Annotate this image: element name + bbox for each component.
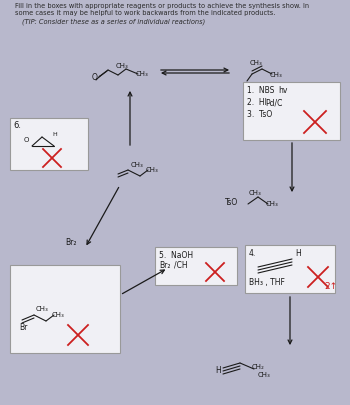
- Text: 6.: 6.: [13, 121, 21, 130]
- Text: Br₂: Br₂: [159, 261, 170, 270]
- Text: CH₂: CH₂: [252, 364, 265, 370]
- Text: 3.  TsO: 3. TsO: [247, 110, 272, 119]
- Text: 4.: 4.: [249, 249, 256, 258]
- Text: Fill in the boxes with appropriate reagents or products to achieve the synthesis: Fill in the boxes with appropriate reage…: [15, 3, 309, 9]
- Bar: [10, 118, 88, 170]
- Text: CH₃: CH₃: [270, 72, 283, 78]
- Text: 5.  NaOH: 5. NaOH: [159, 251, 193, 260]
- Text: some cases it may be helpful to work backwards from the indicated products.: some cases it may be helpful to work bac…: [15, 10, 275, 16]
- Text: 2.  HI: 2. HI: [247, 98, 267, 107]
- Bar: [10, 265, 120, 353]
- Text: BH₃ , THF: BH₃ , THF: [249, 278, 285, 287]
- Text: CH₃: CH₃: [131, 162, 144, 168]
- Text: /CH: /CH: [174, 261, 188, 270]
- Text: Br: Br: [19, 323, 27, 332]
- Text: CH₃: CH₃: [266, 201, 279, 207]
- Text: H: H: [295, 249, 301, 258]
- Text: (TIP: Consider these as a series of individual reactions): (TIP: Consider these as a series of indi…: [22, 18, 205, 25]
- Text: Br₂: Br₂: [65, 238, 77, 247]
- Text: O: O: [23, 137, 29, 143]
- Text: CH₃: CH₃: [248, 190, 261, 196]
- Text: H: H: [52, 132, 57, 136]
- Text: 2↑: 2↑: [324, 282, 337, 291]
- Bar: [245, 245, 335, 293]
- Bar: [243, 82, 340, 140]
- Text: O: O: [92, 73, 98, 83]
- Text: hv: hv: [278, 86, 287, 95]
- Text: CH₃: CH₃: [52, 312, 65, 318]
- Text: H: H: [215, 366, 221, 375]
- Text: CH₃: CH₃: [250, 60, 262, 66]
- Text: CH₃: CH₃: [36, 306, 48, 312]
- Text: CH₃: CH₃: [136, 71, 149, 77]
- Text: 1.  NBS: 1. NBS: [247, 86, 274, 95]
- Bar: [155, 247, 237, 285]
- Text: CH₃: CH₃: [146, 167, 159, 173]
- Text: Pd/C: Pd/C: [265, 98, 282, 107]
- Text: CH₃: CH₃: [258, 372, 271, 378]
- Text: TsO: TsO: [225, 198, 238, 207]
- Text: CH₃: CH₃: [116, 63, 128, 69]
